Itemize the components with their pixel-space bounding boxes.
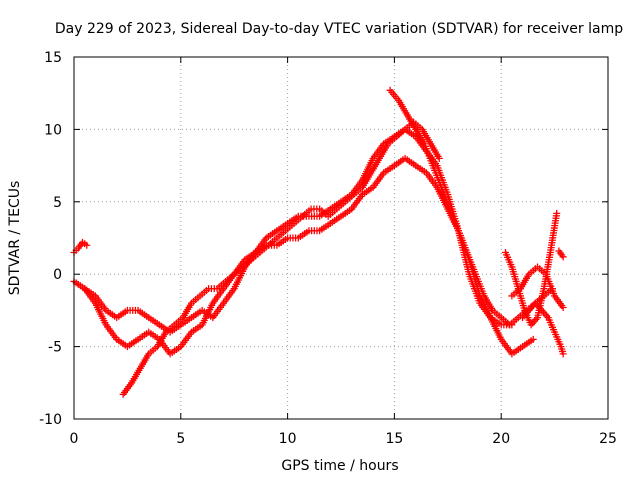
y-tick-label: -5: [48, 340, 62, 356]
series-track-i: [555, 247, 567, 261]
data-layer: [70, 86, 567, 398]
grid-layer: [74, 57, 608, 419]
series-track-b: [81, 125, 516, 336]
series-track-d: [386, 86, 556, 329]
x-tick-label: 25: [599, 431, 617, 447]
data-point: [559, 304, 567, 312]
data-point: [559, 253, 567, 261]
data-point: [435, 154, 443, 162]
series-track-c: [119, 118, 443, 398]
x-tick-label: 15: [385, 431, 403, 447]
series-track-a: [70, 154, 537, 358]
y-tick-label: -10: [39, 412, 62, 428]
chart-title: Day 229 of 2023, Sidereal Day-to-day VTE…: [55, 21, 623, 37]
y-axis-label: SDTVAR / TECUs: [7, 181, 23, 296]
data-point: [83, 241, 91, 249]
y-tick-label: 10: [44, 122, 62, 138]
y-tick-label: 15: [44, 50, 62, 66]
data-point: [529, 335, 537, 343]
series-track-h: [519, 299, 567, 358]
series-track-e: [70, 238, 91, 256]
y-tick-label: 5: [53, 195, 62, 211]
data-point: [559, 350, 567, 358]
tick-layer: 0 5 10 15 20 25 -10 -5 0 5 10 15: [39, 50, 617, 447]
x-tick-label: 5: [176, 431, 185, 447]
x-tick-label: 0: [70, 431, 79, 447]
series-track-g: [508, 263, 567, 312]
x-tick-label: 10: [279, 431, 297, 447]
x-axis-label: GPS time / hours: [281, 458, 398, 474]
plot-frame: [73, 56, 609, 420]
y-tick-label: 0: [53, 267, 62, 283]
data-point: [553, 209, 561, 217]
x-tick-label: 20: [492, 431, 510, 447]
